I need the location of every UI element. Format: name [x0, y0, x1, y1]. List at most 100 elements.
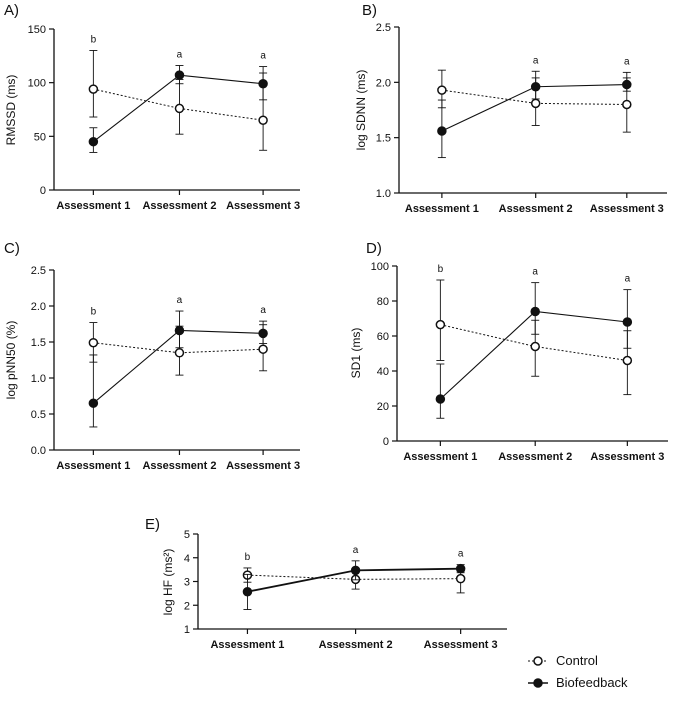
series-biofeedback	[435, 282, 633, 419]
y-axis-label: log pNN50 (%)	[4, 321, 18, 400]
significance-label: a	[260, 51, 266, 62]
data-point	[258, 115, 268, 125]
legend-control-marker	[533, 656, 543, 666]
x-tick-label: Assessment 2	[499, 203, 573, 215]
data-point	[174, 325, 185, 336]
significance-label: a	[624, 56, 630, 67]
panel-letter: B)	[362, 2, 377, 19]
significance-label: b	[91, 307, 97, 318]
x-tick-label: Assessment 3	[226, 200, 300, 212]
data-point	[88, 136, 99, 147]
panel-letter: E)	[145, 516, 160, 533]
legend-control-label: Control	[556, 653, 598, 668]
series-biofeedback	[88, 65, 268, 153]
chart-panel-1: A) 0 50 100 150 Assessment 1 Assessment 2 Asses…	[4, 2, 300, 212]
y-tick-label: 0.5	[31, 409, 46, 421]
chart-panel-4: D) 0 20 40 60 80 100 Assessment 1 Assessment 2 As…	[349, 240, 668, 463]
chart-panels: A) 0 50 100 150 Assessment 1 Assessment 2 Asses…	[4, 2, 668, 651]
x-tick-label: Assessment 1	[56, 200, 130, 212]
series-biofeedback	[437, 70, 632, 159]
data-point	[258, 344, 268, 354]
chart-panel-3: C) 0.0 0.5 1.0 1.5 2.0 2.5 Assessment 1 Assessme…	[4, 240, 300, 472]
data-point	[174, 348, 185, 358]
x-tick-label: Assessment 3	[590, 451, 664, 463]
significance-label: a	[353, 545, 359, 556]
y-tick-label: 60	[377, 331, 389, 343]
series-line	[439, 310, 628, 400]
panel-letter: C)	[4, 240, 20, 257]
y-tick-label: 0.0	[31, 445, 46, 457]
y-tick-label: 4	[184, 553, 190, 565]
data-point	[242, 586, 253, 597]
x-tick-label: Assessment 1	[210, 639, 284, 651]
x-tick-label: Assessment 2	[319, 639, 393, 651]
y-tick-label: 2	[184, 600, 190, 612]
series-biofeedback	[88, 310, 268, 428]
x-tick-label: Assessment 3	[424, 639, 498, 651]
series-line	[93, 329, 264, 404]
data-point	[530, 341, 540, 352]
legend: Control Biofeedback	[528, 653, 628, 690]
significance-label: a	[625, 274, 631, 285]
data-point	[88, 337, 99, 348]
data-point	[88, 84, 99, 94]
data-point	[174, 103, 185, 114]
x-tick-label: Assessment 3	[590, 203, 664, 215]
data-point	[174, 70, 185, 80]
data-point	[258, 78, 268, 89]
chart-panel-5: E) 1 2 3 4 5 Assessment 1 Assessment 2 Assessmen…	[145, 516, 507, 651]
data-point	[530, 306, 540, 317]
data-point	[455, 573, 466, 584]
y-axis-label: SD1 (ms)	[349, 328, 363, 379]
x-tick-label: Assessment 2	[142, 200, 216, 212]
series-line	[93, 342, 264, 354]
series-control	[435, 279, 633, 396]
x-tick-label: Assessment 1	[403, 451, 477, 463]
panel-letter: A)	[4, 2, 19, 19]
data-point	[258, 328, 268, 339]
y-tick-label: 100	[28, 78, 46, 90]
data-point	[455, 563, 466, 574]
significance-label: a	[458, 549, 464, 560]
y-tick-label: 2.5	[31, 265, 46, 277]
chart-panel-2: B) 1.0 1.5 2.0 2.5 Assessment 1 Assessment 2 As…	[354, 2, 667, 215]
x-tick-label: Assessment 2	[142, 460, 216, 472]
data-point	[88, 398, 99, 408]
x-tick-label: Assessment 2	[498, 451, 572, 463]
series-biofeedback	[242, 560, 466, 610]
y-axis-label: log SDNN (ms)	[354, 70, 368, 151]
y-tick-label: 80	[377, 296, 389, 308]
data-point	[530, 82, 541, 92]
y-tick-label: 50	[34, 131, 46, 143]
data-point	[437, 126, 447, 136]
y-tick-label: 100	[371, 261, 389, 273]
y-tick-label: 40	[377, 366, 389, 378]
y-tick-label: 1.0	[31, 373, 46, 385]
data-point	[622, 99, 632, 110]
significance-label: b	[438, 264, 444, 275]
y-tick-label: 1.5	[376, 133, 391, 145]
y-tick-label: 1	[184, 624, 190, 636]
data-point	[622, 79, 632, 90]
data-point	[622, 355, 633, 366]
data-point	[530, 98, 541, 109]
series-control	[88, 50, 268, 151]
x-tick-label: Assessment 3	[226, 460, 300, 472]
y-tick-label: 5	[184, 529, 190, 541]
y-tick-label: 150	[28, 24, 46, 36]
legend-biofeedback-marker	[533, 678, 543, 688]
y-tick-label: 2.0	[31, 301, 46, 313]
significance-label: a	[177, 295, 183, 306]
significance-label: a	[533, 55, 539, 66]
significance-label: b	[245, 552, 251, 563]
significance-label: a	[260, 305, 266, 316]
y-axis-label: RMSSD (ms)	[4, 75, 18, 146]
y-tick-label: 1.5	[31, 337, 46, 349]
data-point	[435, 319, 446, 330]
y-tick-label: 3	[184, 577, 190, 589]
significance-label: b	[91, 34, 97, 45]
data-point	[350, 565, 361, 576]
x-tick-label: Assessment 1	[405, 203, 479, 215]
y-tick-label: 0	[383, 436, 389, 448]
